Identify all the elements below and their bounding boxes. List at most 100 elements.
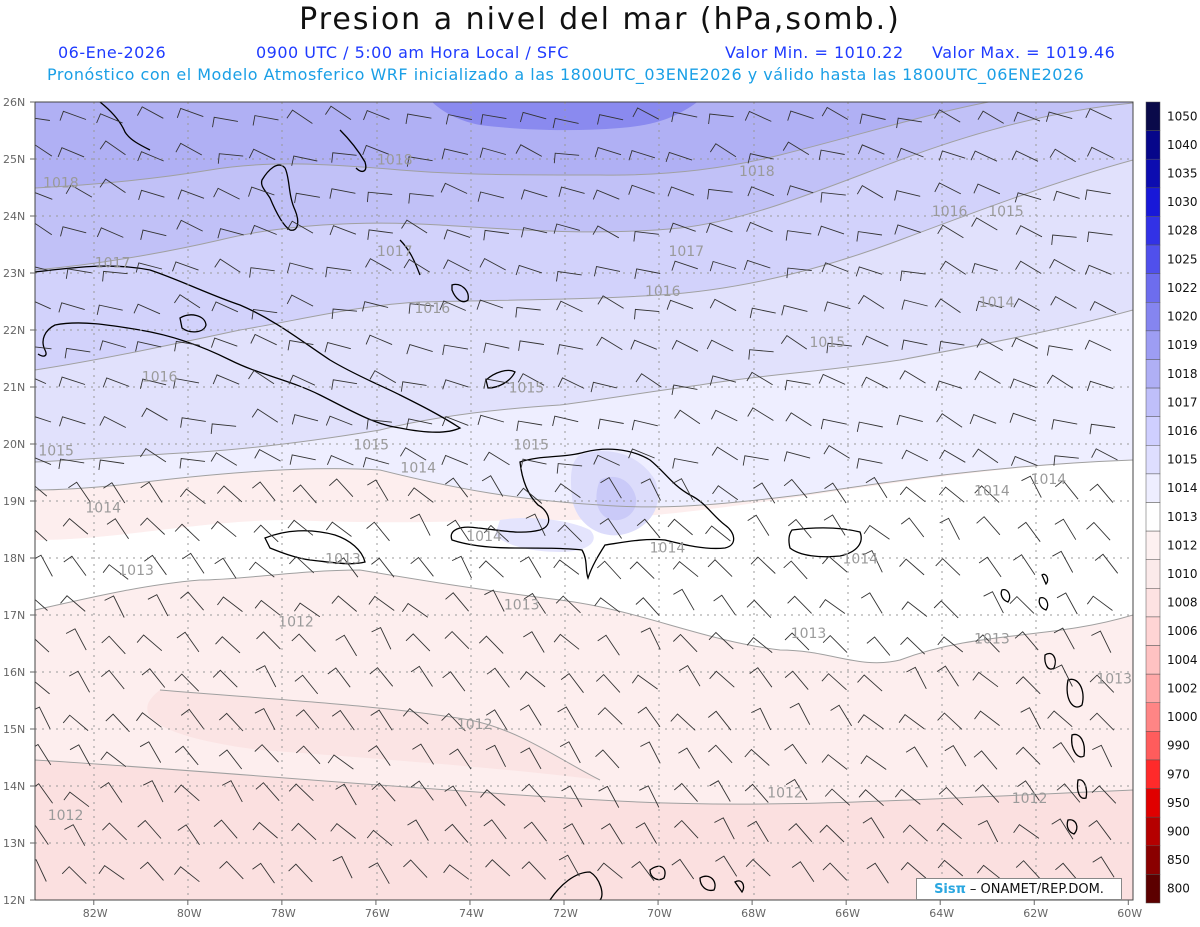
contour-label: 1014 bbox=[842, 552, 878, 568]
wind-barb bbox=[938, 340, 965, 352]
wind-barb bbox=[295, 745, 321, 765]
wind-barb bbox=[552, 117, 579, 129]
wind-barb bbox=[784, 670, 809, 690]
wind-barb bbox=[250, 224, 277, 235]
wind-barb bbox=[672, 560, 699, 578]
wind-barb bbox=[59, 110, 87, 121]
wind-barb bbox=[520, 747, 542, 770]
wind-barb bbox=[410, 513, 431, 536]
contour-label: 1014 bbox=[979, 295, 1015, 311]
wind-barb bbox=[402, 707, 429, 725]
wind-barb bbox=[408, 193, 434, 204]
wind-barb bbox=[1084, 264, 1112, 275]
wind-barb bbox=[136, 712, 162, 728]
wind-barb bbox=[785, 778, 808, 801]
wind-barb bbox=[563, 823, 585, 845]
wind-barb bbox=[517, 373, 545, 386]
wind-barb bbox=[939, 517, 960, 540]
wind-barb bbox=[35, 783, 53, 804]
wind-barb bbox=[367, 229, 393, 240]
wind-barb bbox=[174, 673, 200, 692]
wind-barb bbox=[746, 221, 773, 233]
wind-barb bbox=[744, 783, 769, 803]
wind-barb bbox=[480, 789, 506, 806]
wind-barb bbox=[68, 481, 91, 503]
wind-barb bbox=[255, 665, 277, 688]
lon-label: 74W bbox=[459, 907, 484, 920]
wind-barb bbox=[445, 477, 469, 498]
wind-barb bbox=[214, 258, 241, 273]
wind-barb bbox=[937, 636, 964, 653]
credit-text: – ONAMET/REP.DOM. bbox=[969, 881, 1104, 897]
wind-barb bbox=[442, 671, 466, 692]
wind-barb bbox=[744, 110, 772, 122]
wind-barb bbox=[821, 673, 847, 691]
wind-barb bbox=[286, 109, 313, 124]
colorbar-label: 1030 bbox=[1167, 195, 1198, 209]
contour-label: 1014 bbox=[650, 540, 686, 556]
wind-barb bbox=[1015, 746, 1041, 765]
wind-barb bbox=[866, 862, 889, 884]
wind-barb bbox=[485, 744, 507, 768]
wind-barb bbox=[785, 230, 812, 241]
contour-label: 1014 bbox=[85, 500, 121, 516]
wind-barb bbox=[1011, 337, 1038, 349]
contour-label: 1013 bbox=[791, 626, 827, 642]
wind-barb bbox=[35, 485, 48, 497]
wind-barb bbox=[818, 149, 845, 161]
contour-label: 1015 bbox=[988, 204, 1024, 220]
contour-label: 1015 bbox=[513, 438, 549, 454]
wind-barb bbox=[1092, 744, 1113, 768]
wind-barb bbox=[294, 674, 319, 695]
wind-barb bbox=[286, 220, 314, 234]
wind-barb bbox=[401, 219, 428, 234]
wind-barb bbox=[1046, 374, 1074, 389]
wind-barb bbox=[674, 409, 701, 425]
wind-barb bbox=[671, 260, 698, 271]
wind-barb bbox=[371, 626, 392, 650]
wind-barb bbox=[133, 303, 161, 315]
wind-barb bbox=[938, 786, 964, 806]
wind-barb bbox=[592, 225, 620, 239]
wind-barb bbox=[218, 749, 243, 770]
wind-barb bbox=[1055, 862, 1079, 882]
wind-barb bbox=[865, 476, 888, 499]
wind-barb bbox=[747, 153, 774, 164]
wind-barb bbox=[103, 482, 126, 504]
wind-barb bbox=[753, 482, 776, 504]
colorbar-swatch bbox=[1145, 759, 1161, 789]
wind-barb bbox=[747, 407, 774, 421]
wind-barb bbox=[65, 184, 93, 198]
lat-label: 13N bbox=[3, 837, 25, 850]
wind-barb bbox=[406, 156, 433, 167]
wind-barb bbox=[291, 822, 317, 841]
wind-barb bbox=[709, 143, 737, 158]
lat-label: 14N bbox=[3, 780, 25, 793]
wind-barb bbox=[1015, 860, 1041, 879]
wind-barb bbox=[555, 595, 581, 614]
wind-barb bbox=[139, 378, 167, 389]
lon-label: 72W bbox=[553, 907, 578, 920]
colorbar-label: 1019 bbox=[1167, 338, 1198, 352]
wind-barb bbox=[135, 262, 163, 273]
colorbar-label: 1017 bbox=[1167, 395, 1198, 409]
wind-barb bbox=[1052, 664, 1073, 687]
wind-barb bbox=[96, 113, 123, 124]
wind-barb bbox=[412, 743, 434, 765]
lon-label: 82W bbox=[83, 907, 108, 920]
wind-barb bbox=[901, 299, 928, 310]
wind-barb bbox=[556, 270, 582, 282]
wind-barb bbox=[1049, 148, 1076, 163]
colorbar-swatch bbox=[1145, 502, 1161, 532]
wind-barb bbox=[221, 780, 243, 803]
wind-barb bbox=[857, 674, 883, 692]
wind-barb bbox=[900, 517, 925, 538]
wind-barb bbox=[286, 262, 314, 273]
wind-barb bbox=[678, 747, 700, 769]
lon-label: 80W bbox=[177, 907, 202, 920]
wind-barb bbox=[857, 144, 885, 155]
wind-barb bbox=[1086, 380, 1114, 391]
lat-label: 23N bbox=[3, 267, 25, 280]
wind-barb bbox=[938, 486, 965, 503]
wind-barb bbox=[485, 859, 511, 877]
